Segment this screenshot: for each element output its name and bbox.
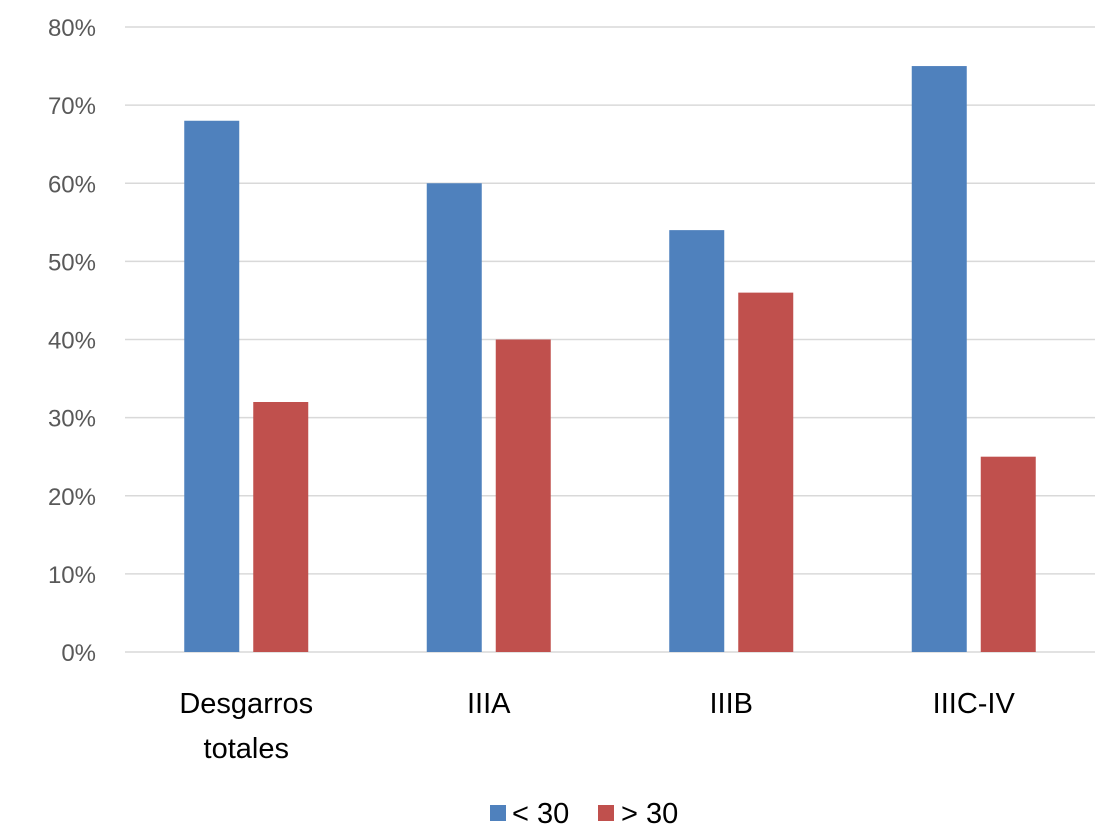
x-category-label: IIIB xyxy=(709,688,753,720)
x-category-label: totales xyxy=(204,733,289,765)
x-axis-labels: Desgarros totales IIIA IIIB IIIC-IV xyxy=(179,688,1015,765)
y-tick-label: 70% xyxy=(48,93,96,120)
x-category-label: IIIC-IV xyxy=(933,688,1016,720)
bar-under-30-2 xyxy=(669,230,724,652)
legend-swatch xyxy=(598,805,614,821)
bar-over-30-0 xyxy=(253,402,308,652)
y-tick-label: 0% xyxy=(61,640,96,667)
y-tick-label: 10% xyxy=(48,562,96,589)
bar-over-30-2 xyxy=(738,293,793,652)
y-axis-ticks: 0% 10% 20% 30% 40% 50% 60% 70% 80% xyxy=(48,15,96,667)
bar-under-30-0 xyxy=(184,121,239,652)
bar-under-30-3 xyxy=(912,66,967,652)
x-category-label: Desgarros xyxy=(179,688,313,720)
y-tick-label: 40% xyxy=(48,328,96,355)
legend-label: > 30 xyxy=(621,798,678,830)
bar-over-30-1 xyxy=(496,340,551,653)
bars xyxy=(184,66,1036,652)
legend: < 30 > 30 xyxy=(490,798,678,830)
x-category-label: IIIA xyxy=(467,688,511,720)
legend-label: < 30 xyxy=(512,798,569,830)
y-tick-label: 20% xyxy=(48,484,96,511)
y-tick-label: 60% xyxy=(48,171,96,198)
y-tick-label: 30% xyxy=(48,406,96,433)
bar-under-30-1 xyxy=(427,183,482,652)
y-tick-label: 50% xyxy=(48,249,96,276)
legend-swatch xyxy=(490,805,506,821)
bar-over-30-3 xyxy=(981,457,1036,652)
y-tick-label: 80% xyxy=(48,15,96,42)
